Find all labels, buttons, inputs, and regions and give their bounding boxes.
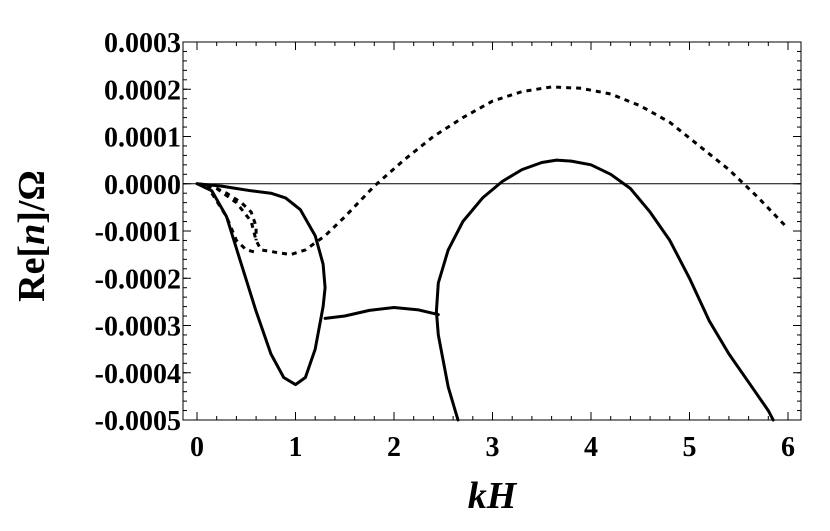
dashed-curve-4 (196, 85, 790, 257)
y-tick-label: 0.0003 (104, 28, 181, 59)
x-tick-label: 1 (289, 432, 303, 463)
x-tick-label: 2 (387, 432, 401, 463)
y-tick-label: -0.0001 (95, 217, 181, 248)
y-tick-label: -0.0002 (95, 264, 181, 295)
y-tick-label: -0.0005 (95, 406, 181, 437)
x-tick-label: 3 (486, 432, 500, 463)
x-axis-title: kH (468, 475, 518, 517)
tick-labels: 0 1 2 3 4 5 6 0.0003 0.0002 0.0001 0.0000 -0.0001 -0… (95, 28, 795, 463)
dashed-curve-5 (196, 182, 258, 241)
y-tick-label: -0.0003 (95, 312, 181, 343)
series-group (195, 85, 790, 422)
y-tick-label: 0.0000 (104, 170, 181, 201)
solid-curve-1 (195, 182, 327, 387)
x-tick-label: 6 (781, 432, 795, 463)
axis-title-part: Re[ (11, 245, 53, 302)
solid-curve-2 (323, 306, 440, 320)
x-tick-label: 0 (190, 432, 204, 463)
x-tick-label: 5 (683, 432, 697, 463)
dashed-curve-6 (210, 192, 257, 254)
major-ticks (183, 41, 801, 421)
solid-curve-3 (434, 158, 775, 422)
axis-title-part: n (11, 224, 53, 245)
axis-title-part: kH (468, 475, 518, 517)
y-tick-label: 0.0002 (104, 75, 181, 106)
x-tick-label: 4 (584, 432, 598, 463)
y-tick-label: -0.0004 (95, 359, 181, 390)
y-axis-title: Re[n]/Ω (11, 170, 53, 302)
axis-title-part: ]/Ω (11, 170, 53, 224)
y-tick-label: 0.0001 (104, 123, 181, 154)
